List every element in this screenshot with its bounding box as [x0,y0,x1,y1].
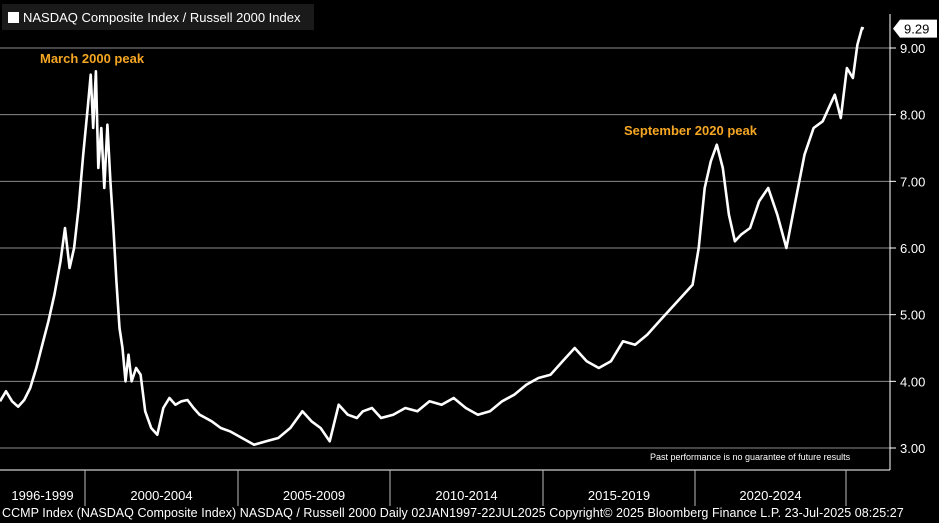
x-period-label: 2020-2024 [739,488,801,503]
series-line [0,26,865,446]
y-tick-label: 8.00 [900,108,925,123]
last-value-marker: 9.29 [893,19,937,38]
legend-swatch-icon [8,11,19,23]
y-tick-label: 4.00 [900,374,925,389]
annotation-march-2000-peak: March 2000 peak [40,51,145,66]
disclaimer: Past performance is no guarantee of futu… [650,452,851,462]
last-value-box [893,19,937,38]
last-value-label: 9.29 [904,22,929,37]
gridlines [0,14,896,471]
x-period-label: 2015-2019 [588,488,650,503]
legend-label: NASDAQ Composite Index / Russell 2000 In… [23,9,301,25]
y-tick-label: 3.00 [900,441,925,456]
x-period-label: 2005-2009 [283,488,345,503]
y-tick-labels: 3.00 4.00 5.00 6.00 7.00 8.00 9.00 [900,41,925,456]
annotation-september-2020-peak: September 2020 peak [624,123,757,138]
y-tick-label: 7.00 [900,174,925,189]
legend: NASDAQ Composite Index / Russell 2000 In… [2,4,314,30]
x-period-label: 1996-1999 [11,488,73,503]
y-tick-label: 9.00 [900,41,925,56]
series-layer [0,26,865,446]
x-period-label: 2010-2014 [435,488,497,503]
y-tick-label: 5.00 [900,308,925,323]
x-period-label: 2000-2004 [130,488,192,503]
footer-source: CCMP Index (NASDAQ Composite Index) NASD… [2,506,904,520]
x-period-labels: 1996-1999 2000-2004 2005-2009 2010-2014 2015… [11,488,801,503]
x-period-separators [84,470,847,506]
y-tick-label: 6.00 [900,241,925,256]
